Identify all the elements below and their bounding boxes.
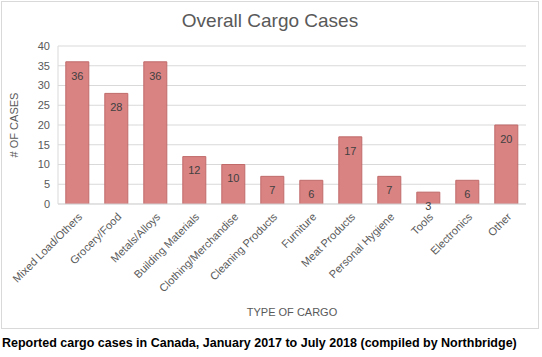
svg-text:17: 17 [344, 145, 356, 157]
svg-text:36: 36 [149, 70, 161, 82]
svg-text:Tools: Tools [409, 210, 436, 237]
svg-text:3: 3 [425, 200, 431, 212]
svg-text:7: 7 [269, 184, 275, 196]
svg-text:Other: Other [485, 210, 513, 238]
svg-text:30: 30 [38, 79, 50, 91]
svg-text:20: 20 [38, 119, 50, 131]
svg-text:15: 15 [38, 139, 50, 151]
svg-text:Electronics: Electronics [428, 210, 475, 257]
svg-text:36: 36 [71, 70, 83, 82]
svg-text:35: 35 [38, 60, 50, 72]
svg-text:7: 7 [386, 184, 392, 196]
svg-text:28: 28 [110, 101, 122, 113]
svg-text:Clothing/Merchandise: Clothing/Merchandise [156, 210, 241, 295]
svg-text:5: 5 [44, 178, 50, 190]
svg-text:0: 0 [44, 198, 50, 210]
svg-text:25: 25 [38, 99, 50, 111]
svg-text:# OF CASES: # OF CASES [8, 93, 20, 158]
svg-text:6: 6 [308, 188, 314, 200]
svg-text:Mixed Load/Others: Mixed Load/Others [10, 210, 85, 285]
svg-text:Cleaning Products: Cleaning Products [207, 210, 279, 282]
svg-text:40: 40 [38, 40, 50, 52]
svg-text:10: 10 [38, 158, 50, 170]
html-text:Reported cargo cases in Canada: Reported cargo cases in Canada, January … [2, 336, 517, 350]
svg-text:20: 20 [500, 133, 512, 145]
svg-text:Furniture: Furniture [279, 210, 319, 250]
svg-text:10: 10 [227, 172, 239, 184]
svg-text:Grocery/Food: Grocery/Food [67, 210, 124, 267]
svg-text:Metals/Alloys: Metals/Alloys [108, 210, 163, 265]
html-text:Overall Cargo Cases: Overall Cargo Cases [181, 10, 359, 31]
svg-text:TYPE OF CARGO: TYPE OF CARGO [247, 306, 338, 318]
svg-text:Meat Products: Meat Products [298, 210, 358, 270]
svg-text:Building Materials: Building Materials [132, 210, 202, 280]
svg-text:6: 6 [464, 188, 470, 200]
svg-text:12: 12 [188, 164, 200, 176]
svg-text:Personal Hygiene: Personal Hygiene [327, 210, 397, 280]
